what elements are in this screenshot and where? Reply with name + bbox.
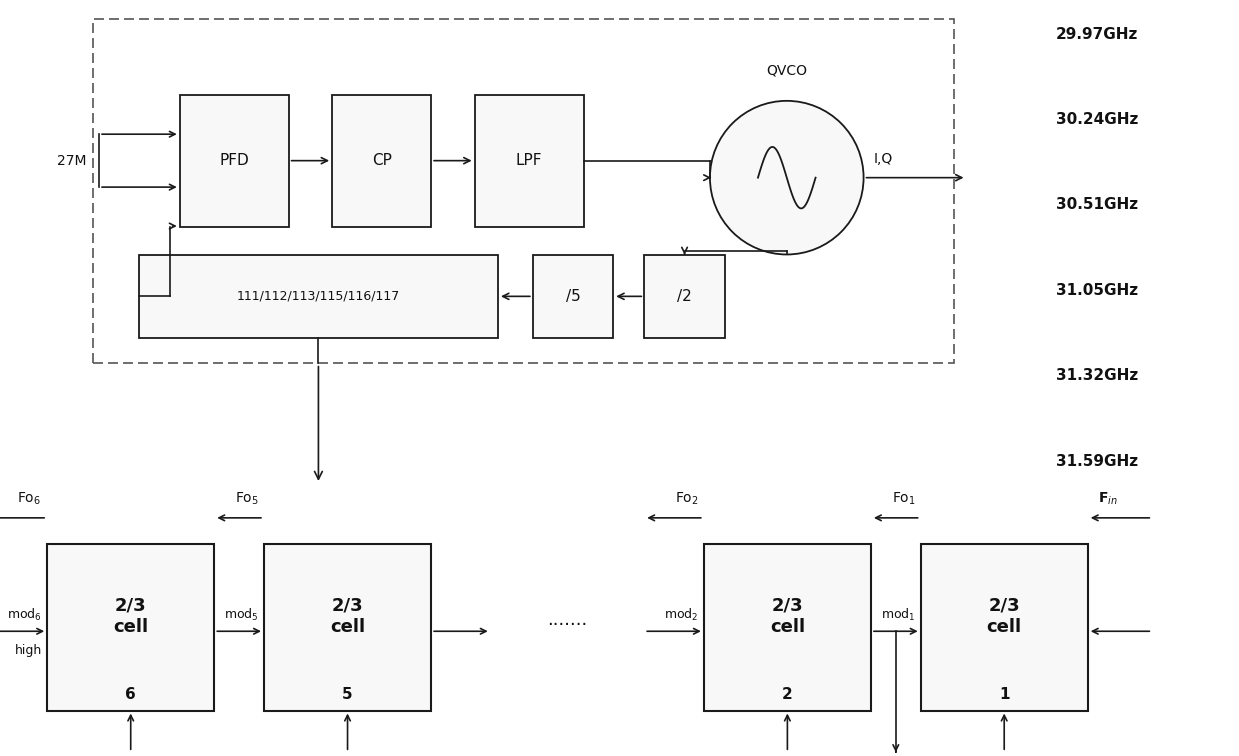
Text: LPF: LPF — [515, 153, 543, 168]
Text: mod$_5$: mod$_5$ — [224, 606, 259, 623]
FancyBboxPatch shape — [533, 255, 613, 338]
FancyBboxPatch shape — [332, 94, 431, 227]
Text: mod$_6$: mod$_6$ — [7, 606, 42, 623]
Text: 1: 1 — [999, 686, 1010, 702]
Text: 31.05GHz: 31.05GHz — [1056, 283, 1137, 298]
Text: 2: 2 — [782, 686, 793, 702]
Text: 111/112/113/115/116/117: 111/112/113/115/116/117 — [237, 290, 400, 303]
Text: 6: 6 — [125, 686, 136, 702]
Text: 2/3
cell: 2/3 cell — [986, 596, 1022, 637]
Ellipse shape — [710, 101, 864, 255]
Text: mod$_2$: mod$_2$ — [664, 606, 699, 623]
FancyBboxPatch shape — [264, 544, 431, 711]
FancyBboxPatch shape — [921, 544, 1088, 711]
Text: 2/3
cell: 2/3 cell — [113, 596, 149, 637]
Text: Fo$_5$: Fo$_5$ — [235, 491, 259, 507]
Text: 30.51GHz: 30.51GHz — [1056, 197, 1137, 212]
Text: 30.24GHz: 30.24GHz — [1056, 112, 1137, 127]
FancyBboxPatch shape — [704, 544, 871, 711]
Text: 29.97GHz: 29.97GHz — [1056, 26, 1137, 42]
Text: 27M: 27M — [57, 153, 87, 168]
FancyBboxPatch shape — [180, 94, 289, 227]
Text: high: high — [15, 643, 42, 657]
Text: Fo$_1$: Fo$_1$ — [892, 491, 916, 507]
Text: 2/3
cell: 2/3 cell — [769, 596, 805, 637]
FancyBboxPatch shape — [139, 255, 498, 338]
Text: 5: 5 — [342, 686, 353, 702]
Text: Fo$_6$: Fo$_6$ — [17, 491, 41, 507]
Text: CP: CP — [372, 153, 392, 168]
Text: /5: /5 — [566, 289, 580, 304]
Text: mod$_1$: mod$_1$ — [881, 606, 916, 623]
Text: Fo$_2$: Fo$_2$ — [675, 491, 699, 507]
Text: 31.32GHz: 31.32GHz — [1056, 368, 1137, 383]
Text: 2/3
cell: 2/3 cell — [330, 596, 366, 637]
Text: PFD: PFD — [219, 153, 249, 168]
FancyBboxPatch shape — [47, 544, 214, 711]
Text: .......: ....... — [548, 611, 587, 629]
Text: /2: /2 — [678, 289, 691, 304]
Text: I,Q: I,Q — [873, 152, 893, 166]
FancyBboxPatch shape — [475, 94, 584, 227]
Text: QVCO: QVCO — [766, 64, 808, 77]
FancyBboxPatch shape — [644, 255, 725, 338]
Text: 31.59GHz: 31.59GHz — [1056, 454, 1137, 469]
Text: F$_{in}$: F$_{in}$ — [1098, 491, 1118, 507]
